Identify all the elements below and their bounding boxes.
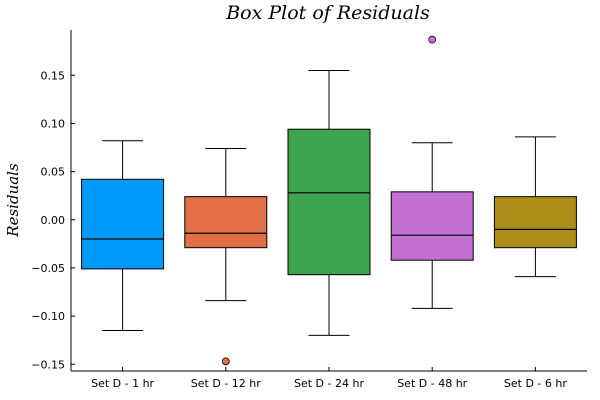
x-tick-label: Set D - 1 hr bbox=[91, 377, 154, 390]
outlier-point bbox=[428, 35, 437, 44]
y-tick-label: −0.10 bbox=[31, 310, 65, 323]
box bbox=[390, 191, 474, 261]
chart-title: Box Plot of Residuals bbox=[225, 2, 430, 24]
y-axis-label: Residuals bbox=[4, 163, 22, 238]
x-tick-label: Set D - 12 hr bbox=[191, 377, 261, 390]
y-tick-label: −0.15 bbox=[31, 358, 65, 371]
outlier-point bbox=[221, 357, 230, 366]
plot-area: −0.15 −0.10 −0.05 0.00 0.05 0.10 0.15 Set D - 1… bbox=[31, 35, 577, 390]
y-tick-label: 0.05 bbox=[41, 166, 66, 179]
y-tick-label: 0.00 bbox=[41, 214, 66, 227]
y-tick-label: −0.05 bbox=[31, 262, 65, 275]
box bbox=[81, 178, 165, 270]
box bbox=[287, 128, 371, 276]
x-tick-label: Set D - 6 hr bbox=[504, 377, 567, 390]
x-tick-label: Set D - 48 hr bbox=[397, 377, 467, 390]
box bbox=[184, 196, 268, 249]
y-tick-label: 0.10 bbox=[41, 117, 66, 130]
y-tick-label: 0.15 bbox=[41, 69, 66, 82]
x-tick-label: Set D - 24 hr bbox=[294, 377, 364, 390]
box bbox=[493, 196, 577, 249]
